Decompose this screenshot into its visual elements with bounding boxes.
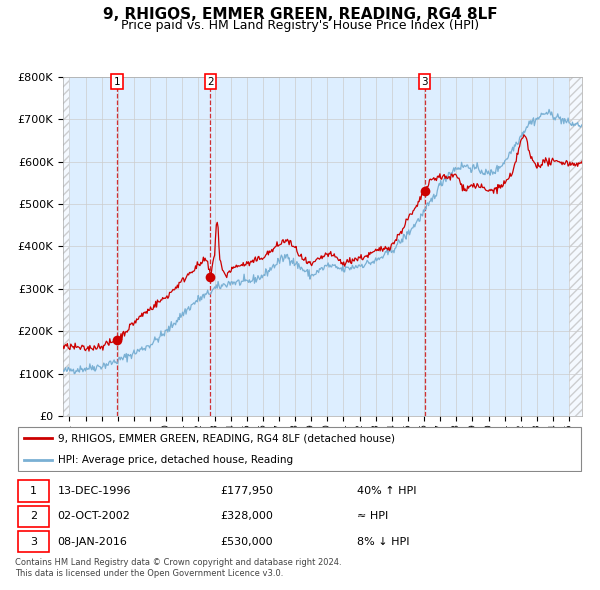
FancyBboxPatch shape <box>18 506 49 527</box>
Text: 40% ↑ HPI: 40% ↑ HPI <box>357 486 416 496</box>
Text: 3: 3 <box>421 77 428 87</box>
Text: 1: 1 <box>113 77 121 87</box>
FancyBboxPatch shape <box>18 531 49 552</box>
Text: 02-OCT-2002: 02-OCT-2002 <box>58 512 131 521</box>
Text: £328,000: £328,000 <box>220 512 273 521</box>
Text: ≈ HPI: ≈ HPI <box>357 512 388 521</box>
Text: 8% ↓ HPI: 8% ↓ HPI <box>357 536 409 546</box>
Text: £177,950: £177,950 <box>220 486 273 496</box>
Text: 1: 1 <box>30 486 37 496</box>
Text: 3: 3 <box>30 536 37 546</box>
Text: This data is licensed under the Open Government Licence v3.0.: This data is licensed under the Open Gov… <box>15 569 283 578</box>
Text: Contains HM Land Registry data © Crown copyright and database right 2024.: Contains HM Land Registry data © Crown c… <box>15 558 341 566</box>
Text: 2: 2 <box>30 512 37 521</box>
Text: 13-DEC-1996: 13-DEC-1996 <box>58 486 131 496</box>
Text: HPI: Average price, detached house, Reading: HPI: Average price, detached house, Read… <box>58 455 293 465</box>
Text: 08-JAN-2016: 08-JAN-2016 <box>58 536 128 546</box>
FancyBboxPatch shape <box>18 480 49 502</box>
Text: £530,000: £530,000 <box>220 536 273 546</box>
Text: 9, RHIGOS, EMMER GREEN, READING, RG4 8LF: 9, RHIGOS, EMMER GREEN, READING, RG4 8LF <box>103 7 497 22</box>
Text: Price paid vs. HM Land Registry's House Price Index (HPI): Price paid vs. HM Land Registry's House … <box>121 19 479 32</box>
Text: 9, RHIGOS, EMMER GREEN, READING, RG4 8LF (detached house): 9, RHIGOS, EMMER GREEN, READING, RG4 8LF… <box>58 433 395 443</box>
FancyBboxPatch shape <box>18 427 581 471</box>
Text: 2: 2 <box>207 77 214 87</box>
